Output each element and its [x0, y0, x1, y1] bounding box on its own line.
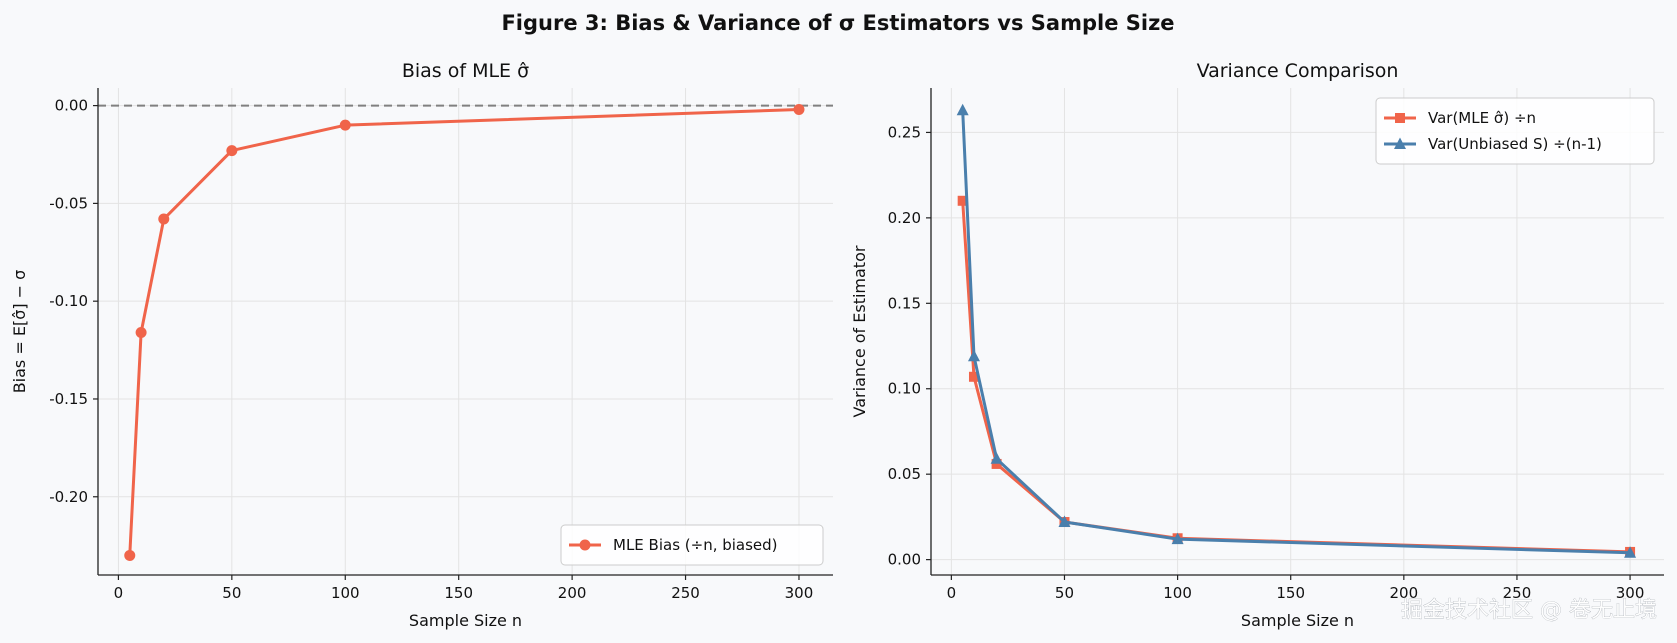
data-point: [957, 195, 968, 206]
y-tick-label: -0.05: [49, 194, 88, 212]
series-circle: [124, 104, 805, 561]
x-tick-label: 150: [1276, 584, 1305, 602]
x-tick-label: 100: [331, 584, 360, 602]
y-tick-label: 0.05: [888, 465, 921, 483]
panel-title: Variance Comparison: [1197, 60, 1399, 82]
series-line: [128, 108, 800, 556]
variance-panel: 0 50 100 150 200 250 300 0.00 0.05 0.10 0.15 0.20 0.…: [850, 60, 1664, 630]
data-point: [135, 326, 147, 338]
x-axis-label: Sample Size n: [1241, 611, 1354, 630]
y-axis-label: Variance of Estimator: [850, 245, 869, 417]
legend-label: MLE Bias (÷n, biased): [613, 536, 778, 554]
data-point: [1058, 515, 1071, 528]
y-tick-label: -0.10: [49, 292, 88, 310]
data-point: [1624, 546, 1637, 558]
legend: Var(MLE σ̂) ÷n Var(Unbiased S) ÷(n-1): [1375, 97, 1655, 165]
x-tick-label: 200: [558, 584, 587, 602]
data-point: [124, 549, 136, 561]
x-axis-label: Sample Size n: [409, 611, 522, 630]
y-tick-label: -0.20: [49, 488, 88, 506]
figure-title: Figure 3: Bias & Variance of σ Estimator…: [501, 11, 1174, 35]
y-tick-label: 0.00: [888, 551, 921, 569]
legend-label: Var(Unbiased S) ÷(n-1): [1428, 135, 1602, 153]
x-tick-label: 250: [1503, 584, 1532, 602]
data-point: [1394, 137, 1406, 149]
y-tick-label: 0.10: [888, 380, 921, 398]
legend: MLE Bias (÷n, biased): [560, 524, 824, 566]
watermark: 掘金技术社区 @ 卷无止境: [1401, 598, 1657, 623]
data-point: [579, 539, 591, 551]
y-axis-label: Bias = E[σ̂] − σ: [10, 270, 29, 394]
y-tick-label: 0.15: [888, 294, 921, 312]
series-triangle: [956, 103, 1637, 558]
y-tick-label: 0.25: [888, 123, 921, 141]
data-point: [339, 119, 351, 131]
y-tick-label: -0.15: [49, 390, 88, 408]
x-tick-label: 50: [222, 584, 241, 602]
data-point: [990, 452, 1003, 464]
x-tick-label: 250: [671, 584, 700, 602]
y-tick-label: 0.20: [888, 209, 921, 227]
x-tick-label: 0: [114, 584, 124, 602]
legend-box: [1375, 97, 1655, 165]
series-square: [957, 195, 1636, 557]
x-tick-label: 200: [1390, 584, 1419, 602]
data-point: [793, 104, 805, 116]
y-tick-label: 0.00: [55, 97, 88, 115]
data-point: [968, 371, 979, 382]
x-tick-label: 50: [1055, 584, 1074, 602]
legend-box: [560, 524, 824, 566]
data-point: [967, 349, 980, 362]
bias-panel: 0 50 100 150 200 250 300 0.00 -0.05 -0.10 -0.15 -0.…: [10, 60, 833, 630]
panel-title: Bias of MLE σ̂: [402, 60, 529, 82]
x-tick-label: 150: [444, 584, 473, 602]
data-point: [991, 458, 1002, 469]
x-tick-label: 0: [947, 584, 957, 602]
x-tick-label: 100: [1163, 584, 1192, 602]
data-point: [226, 145, 238, 157]
legend-label: Var(MLE σ̂) ÷n: [1428, 109, 1536, 127]
data-point: [1395, 113, 1405, 123]
data-point: [1171, 532, 1184, 545]
data-point: [158, 213, 170, 225]
x-tick-label: 300: [785, 584, 814, 602]
x-tick-label: 300: [1616, 584, 1645, 602]
series-line: [961, 200, 1631, 554]
data-point: [956, 103, 969, 116]
series-line: [961, 110, 1631, 555]
